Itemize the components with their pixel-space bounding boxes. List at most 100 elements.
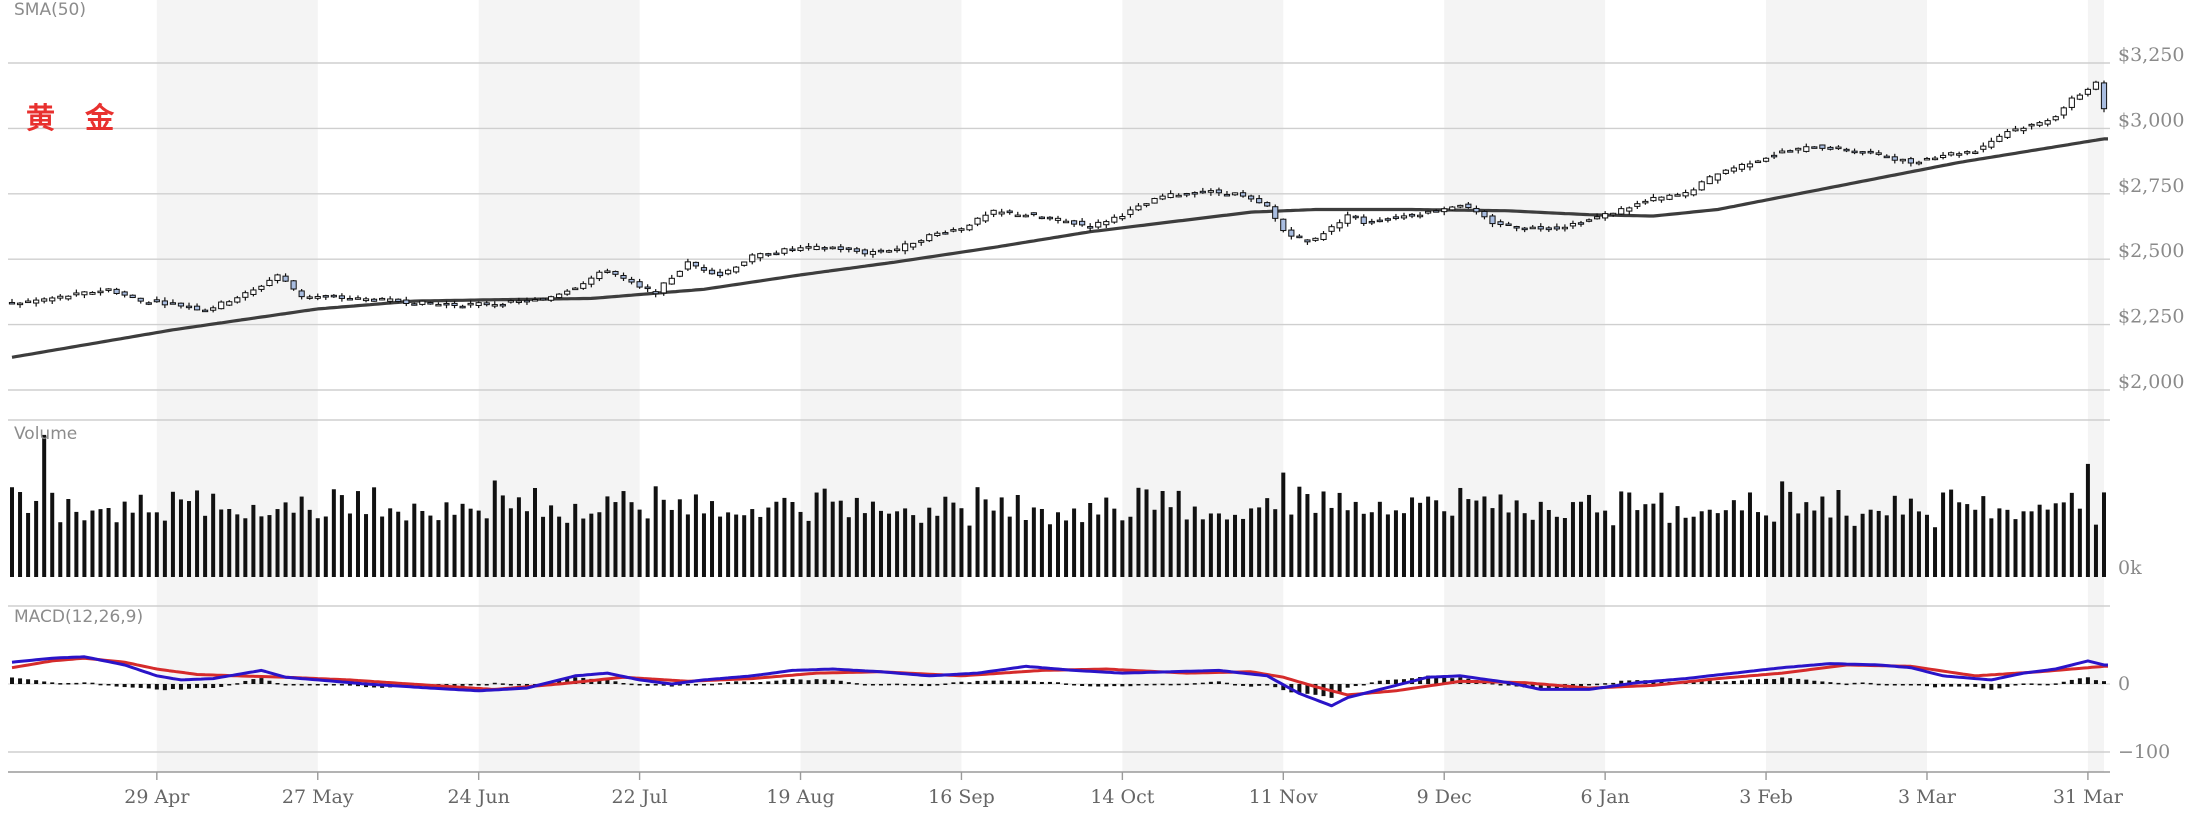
volume-bar bbox=[1047, 524, 1052, 577]
candlestick bbox=[1529, 225, 1536, 230]
macd-histogram-bar bbox=[1047, 681, 1052, 684]
candle-body bbox=[1111, 216, 1118, 223]
volume-bar bbox=[919, 522, 924, 577]
candlestick bbox=[1119, 213, 1126, 221]
macd-histogram-bar bbox=[1426, 675, 1431, 684]
candle-body bbox=[1634, 203, 1641, 207]
candlestick bbox=[1610, 212, 1617, 217]
macd-histogram-bar bbox=[597, 679, 602, 684]
macd-histogram-bar bbox=[766, 681, 771, 684]
macd-histogram-bar bbox=[911, 684, 916, 686]
volume-bar bbox=[1635, 510, 1640, 577]
candle-body bbox=[1545, 227, 1552, 231]
volume-bar bbox=[1152, 509, 1157, 577]
candle-body bbox=[1256, 198, 1263, 204]
macd-histogram-bar bbox=[1707, 680, 1712, 684]
macd-histogram-bar bbox=[1120, 684, 1125, 687]
volume-bar bbox=[878, 510, 883, 577]
candle-body bbox=[1231, 192, 1239, 196]
macd-histogram-bar bbox=[1377, 680, 1382, 684]
candlestick bbox=[604, 268, 611, 274]
volume-bar bbox=[460, 503, 465, 577]
macd-histogram-bar bbox=[1152, 683, 1157, 686]
candlestick bbox=[950, 227, 957, 233]
macd-histogram-bar bbox=[1619, 680, 1624, 684]
volume-bar bbox=[195, 490, 200, 577]
volume-bar bbox=[951, 502, 956, 577]
candlestick bbox=[1046, 216, 1054, 221]
macd-histogram-bar bbox=[1136, 684, 1141, 686]
candlestick bbox=[387, 296, 394, 304]
candlestick bbox=[1473, 205, 1480, 215]
macd-histogram-bar bbox=[1627, 680, 1632, 684]
macd-histogram-bar bbox=[66, 682, 71, 685]
macd-histogram-bar bbox=[613, 681, 618, 684]
macd-histogram-bar bbox=[645, 684, 650, 686]
candle-body bbox=[620, 275, 627, 279]
volume-bar bbox=[307, 509, 312, 577]
macd-histogram-bar bbox=[162, 684, 167, 691]
macd-histogram-bar bbox=[983, 680, 988, 684]
macd-histogram-bar bbox=[2102, 681, 2106, 684]
candlestick bbox=[620, 272, 627, 282]
candlestick bbox=[628, 276, 635, 285]
volume-bar bbox=[637, 509, 642, 577]
macd-histogram-bar bbox=[1224, 682, 1229, 685]
candle-body bbox=[387, 298, 394, 302]
candlestick bbox=[1593, 213, 1601, 220]
candle-body bbox=[1167, 193, 1174, 199]
candle-body bbox=[547, 296, 555, 301]
macd-histogram-bar bbox=[1788, 678, 1793, 684]
volume-bar bbox=[605, 496, 610, 577]
volume-bar bbox=[66, 499, 71, 577]
candlestick bbox=[1634, 200, 1641, 209]
candle-body bbox=[1714, 173, 1721, 181]
candle-body bbox=[789, 248, 796, 252]
candle-body bbox=[604, 270, 611, 273]
volume-bar bbox=[1434, 500, 1439, 577]
candlestick bbox=[161, 297, 168, 309]
volume-bar bbox=[1498, 494, 1503, 577]
volume-bar bbox=[211, 493, 216, 577]
candlestick bbox=[1143, 203, 1150, 208]
candlestick bbox=[539, 297, 547, 301]
macd-histogram-bar bbox=[1401, 679, 1406, 684]
candle-body bbox=[1585, 219, 1593, 222]
candlestick bbox=[1779, 148, 1786, 154]
candle-body bbox=[572, 287, 579, 291]
volume-bar bbox=[870, 501, 875, 577]
candle-body bbox=[1956, 153, 1963, 156]
candlestick bbox=[1980, 142, 1987, 153]
volume-bar bbox=[1128, 516, 1133, 577]
candlestick bbox=[1054, 215, 1062, 224]
volume-bar bbox=[669, 509, 674, 577]
macd-histogram-bar bbox=[339, 684, 344, 686]
candle-body bbox=[379, 297, 386, 301]
candle-body bbox=[1239, 192, 1247, 197]
macd-histogram-bar bbox=[1538, 684, 1543, 689]
candlestick bbox=[1087, 223, 1094, 232]
macd-histogram-bar bbox=[830, 679, 835, 684]
candle-body bbox=[1151, 198, 1158, 204]
candlestick bbox=[411, 302, 418, 306]
candle-body bbox=[105, 288, 112, 291]
candle-body bbox=[1006, 210, 1013, 214]
volume-bar bbox=[1981, 496, 1986, 577]
candle-body bbox=[773, 252, 780, 256]
candlestick bbox=[1642, 199, 1649, 205]
volume-bar bbox=[251, 504, 256, 577]
candle-body bbox=[1867, 150, 1874, 154]
candlestick bbox=[1931, 156, 1939, 161]
volume-bar bbox=[1812, 510, 1817, 577]
macd-histogram-bar bbox=[1965, 684, 1970, 687]
volume-bar bbox=[1160, 491, 1165, 577]
candlestick bbox=[2044, 118, 2051, 127]
candlestick bbox=[1698, 180, 1705, 191]
macd-histogram-bar bbox=[1144, 684, 1149, 686]
volume-bar bbox=[1530, 519, 1535, 577]
candle-body bbox=[523, 299, 531, 303]
macd-histogram-bar bbox=[114, 684, 119, 687]
volume-bar bbox=[508, 508, 513, 577]
candle-body bbox=[700, 267, 708, 271]
candlestick bbox=[1207, 188, 1214, 196]
